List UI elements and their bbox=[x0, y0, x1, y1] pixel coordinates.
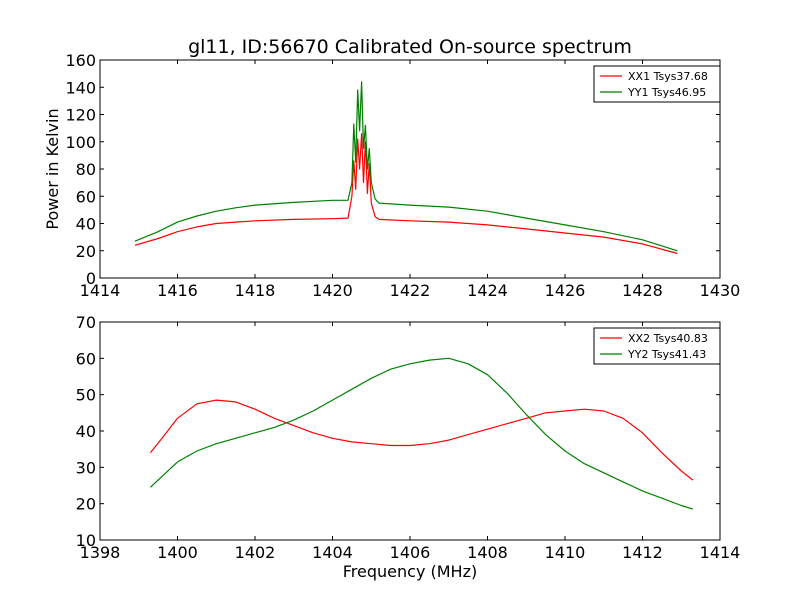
y-tick-label: 80 bbox=[76, 160, 96, 179]
y-axis-title: Power in Kelvin bbox=[43, 108, 62, 229]
legend-label: XX2 Tsys40.83 bbox=[628, 332, 708, 345]
y-tick-label: 10 bbox=[76, 531, 96, 550]
legend-label: YY2 Tsys41.43 bbox=[627, 348, 706, 361]
legend-box bbox=[593, 65, 721, 103]
y-tick-label: 100 bbox=[65, 133, 96, 152]
x-tick-label: 1424 bbox=[467, 281, 508, 300]
x-tick-label: 1412 bbox=[622, 543, 663, 562]
y-tick-label: 50 bbox=[76, 386, 96, 405]
x-tick-label: 1408 bbox=[467, 543, 508, 562]
legend-box bbox=[593, 327, 721, 365]
x-tick-label: 1414 bbox=[80, 281, 121, 300]
x-tick-label: 1426 bbox=[545, 281, 586, 300]
y-tick-label: 0 bbox=[86, 269, 96, 288]
bottom-panel: 1398 1400 1402 1404 1406 1408 1410 1412 1414 10 20… bbox=[76, 313, 741, 581]
series-line-xx1 bbox=[134, 133, 678, 255]
y-tick-label: 20 bbox=[76, 242, 96, 261]
y-tick-label: 20 bbox=[76, 495, 96, 514]
legend-label: XX1 Tsys37.68 bbox=[628, 70, 708, 83]
x-tick-label: 1414 bbox=[700, 543, 741, 562]
series-line-yy2 bbox=[149, 357, 694, 510]
y-tick-label: 120 bbox=[65, 106, 96, 125]
y-tick-label: 60 bbox=[76, 187, 96, 206]
x-tick-label: 1398 bbox=[80, 543, 121, 562]
y-tick-label: 70 bbox=[76, 313, 96, 332]
y-tick-label: 40 bbox=[76, 215, 96, 234]
y-tick-label: 40 bbox=[76, 422, 96, 441]
y-tick-label: 30 bbox=[76, 458, 96, 477]
x-tick-label: 1420 bbox=[312, 281, 353, 300]
x-tick-label: 1404 bbox=[312, 543, 353, 562]
x-tick-label: 1422 bbox=[390, 281, 431, 300]
x-tick-label: 1406 bbox=[390, 543, 431, 562]
x-tick-label: 1418 bbox=[235, 281, 276, 300]
series-line-yy1 bbox=[134, 81, 678, 252]
y-tick-label: 160 bbox=[65, 51, 96, 70]
x-tick-label: 1400 bbox=[157, 543, 198, 562]
x-tick-label: 1428 bbox=[622, 281, 663, 300]
series-line-xx2 bbox=[149, 399, 694, 481]
top-panel: 1414 1416 1418 1420 1422 1424 1426 1428 1430 0 20 4… bbox=[43, 51, 740, 300]
y-tick-label: 60 bbox=[76, 349, 96, 368]
y-tick-label: 140 bbox=[65, 78, 96, 97]
figure-title: gl11, ID:56670 Calibrated On-source spec… bbox=[188, 36, 632, 58]
x-tick-label: 1416 bbox=[157, 281, 198, 300]
x-tick-label: 1430 bbox=[700, 281, 741, 300]
x-axis-title: Frequency (MHz) bbox=[343, 562, 477, 581]
x-tick-label: 1402 bbox=[235, 543, 276, 562]
legend-label: YY1 Tsys46.95 bbox=[627, 86, 706, 99]
x-tick-label: 1410 bbox=[545, 543, 586, 562]
